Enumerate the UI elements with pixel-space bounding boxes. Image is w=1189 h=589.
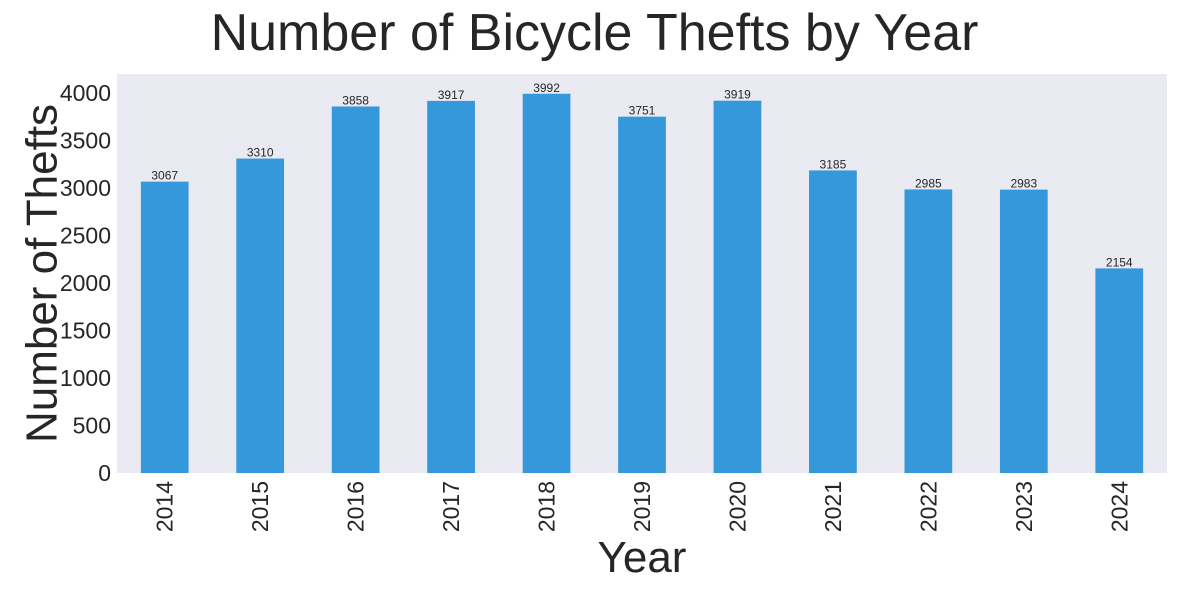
x-tick-label: 2018 <box>534 481 560 532</box>
bar-value-label: 3751 <box>629 104 656 118</box>
x-tick-label: 2015 <box>247 481 273 532</box>
x-tick-label: 2017 <box>438 481 464 532</box>
bar-value-label: 3919 <box>724 88 751 102</box>
y-axis-label: Number of Thefts <box>18 104 67 443</box>
y-axis-ticks: 0 500 1000 1500 2000 2500 3000 3500 4000 <box>60 80 111 486</box>
bar-value-label: 3067 <box>151 169 178 183</box>
bar <box>618 116 666 473</box>
bar-value-label: 2983 <box>1010 177 1037 191</box>
y-tick-label: 1500 <box>60 318 111 344</box>
x-tick-label: 2014 <box>152 481 178 532</box>
chart-title: Number of Bicycle Thefts by Year <box>210 4 979 62</box>
bar <box>427 100 475 473</box>
bar <box>140 181 189 473</box>
y-tick-label: 3500 <box>60 128 111 154</box>
y-tick-label: 4000 <box>60 80 111 106</box>
bar-value-label: 2985 <box>915 176 942 190</box>
y-tick-label: 0 <box>98 460 111 486</box>
x-axis-label: Year <box>598 533 687 582</box>
y-tick-label: 2000 <box>60 270 111 296</box>
bar-value-label: 3310 <box>247 146 274 160</box>
bar-value-label: 2154 <box>1106 255 1133 269</box>
y-tick-label: 500 <box>73 413 111 439</box>
bar-value-label: 3185 <box>820 157 847 171</box>
bar <box>713 100 762 473</box>
x-tick-label: 2021 <box>820 481 846 532</box>
x-tick-label: 2016 <box>343 481 369 532</box>
bar <box>904 189 953 474</box>
bar-value-label: 3917 <box>438 88 465 102</box>
bar <box>522 93 571 473</box>
bar <box>236 158 285 474</box>
y-tick-label: 3000 <box>60 175 111 201</box>
bars <box>140 93 1144 474</box>
bar-value-label: 3858 <box>342 93 369 107</box>
bar-value-labels: 3067 3310 3858 3917 3992 3751 3919 3185 2985 2983… <box>151 81 1133 270</box>
bar <box>999 189 1048 474</box>
x-tick-label: 2019 <box>629 481 655 532</box>
x-tick-label: 2022 <box>915 481 941 532</box>
x-tick-label: 2024 <box>1106 481 1132 532</box>
bar <box>1095 268 1144 473</box>
x-tick-label: 2023 <box>1011 481 1037 532</box>
bar-value-label: 3992 <box>533 81 560 95</box>
y-tick-label: 2500 <box>60 223 111 249</box>
y-tick-label: 1000 <box>60 365 111 391</box>
bar <box>809 170 857 474</box>
x-axis-ticks: 2014 2015 2016 2017 2018 2019 2020 2021 2022 2023… <box>152 481 1133 532</box>
bar <box>331 106 380 474</box>
x-tick-label: 2020 <box>724 481 750 532</box>
